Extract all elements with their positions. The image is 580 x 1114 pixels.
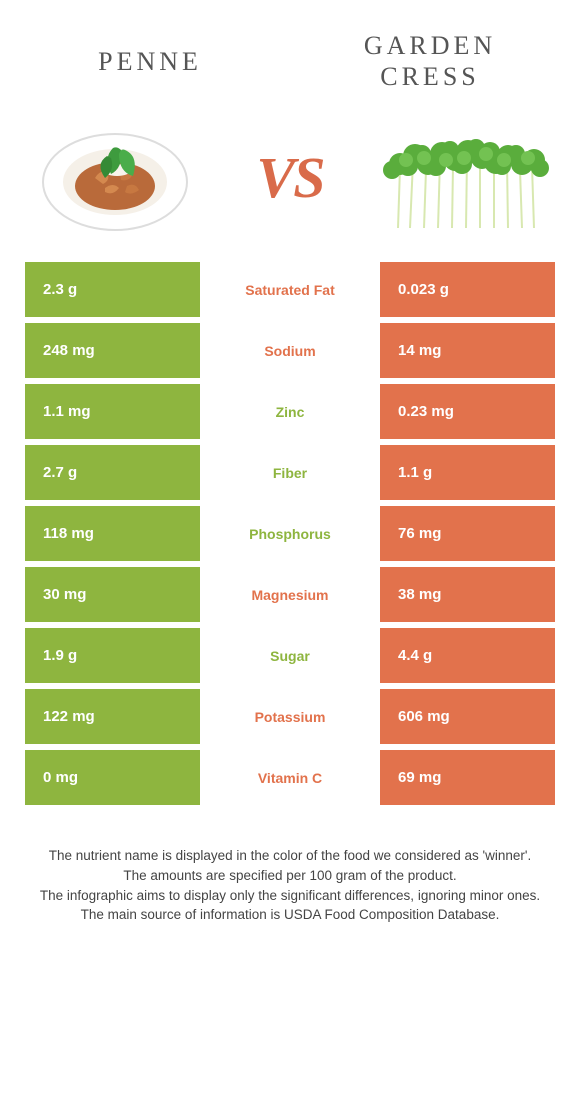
nutrient-row: 2.3 gSaturated Fat0.023 g (25, 262, 555, 317)
nutrient-label: Sodium (200, 323, 380, 378)
footer-line: The infographic aims to display only the… (20, 886, 560, 906)
right-value: 0.23 mg (380, 384, 555, 439)
nutrient-row: 122 mgPotassium606 mg (25, 689, 555, 744)
right-value: 0.023 g (380, 262, 555, 317)
hero-row: VS (0, 107, 580, 262)
nutrient-label: Saturated Fat (200, 262, 380, 317)
right-value: 606 mg (380, 689, 555, 744)
nutrient-row: 2.7 gFiber1.1 g (25, 445, 555, 500)
nutrient-label: Vitamin C (200, 750, 380, 805)
title-left: Penne (50, 46, 250, 77)
left-value: 248 mg (25, 323, 200, 378)
right-value: 38 mg (380, 567, 555, 622)
nutrient-row: 1.1 mgZinc0.23 mg (25, 384, 555, 439)
nutrient-row: 118 mgPhosphorus76 mg (25, 506, 555, 561)
footer-line: The nutrient name is displayed in the co… (20, 846, 560, 866)
right-value: 1.1 g (380, 445, 555, 500)
left-value: 0 mg (25, 750, 200, 805)
nutrient-label: Magnesium (200, 567, 380, 622)
nutrient-label: Potassium (200, 689, 380, 744)
nutrient-label: Sugar (200, 628, 380, 683)
left-value: 122 mg (25, 689, 200, 744)
left-value: 2.3 g (25, 262, 200, 317)
right-value: 14 mg (380, 323, 555, 378)
vs-label: VS (257, 144, 324, 211)
cress-image (380, 117, 550, 237)
nutrient-label: Zinc (200, 384, 380, 439)
footer-line: The amounts are specified per 100 gram o… (20, 866, 560, 886)
comparison-header: Penne Garden cress (0, 0, 580, 107)
nutrient-table: 2.3 gSaturated Fat0.023 g 248 mgSodium14 … (0, 262, 580, 805)
left-value: 1.9 g (25, 628, 200, 683)
right-value: 76 mg (380, 506, 555, 561)
nutrient-row: 0 mgVitamin C69 mg (25, 750, 555, 805)
title-right: Garden cress (330, 30, 530, 92)
penne-image (30, 117, 200, 237)
right-value: 69 mg (380, 750, 555, 805)
footer-notes: The nutrient name is displayed in the co… (0, 811, 580, 924)
nutrient-label: Fiber (200, 445, 380, 500)
footer-line: The main source of information is USDA F… (20, 905, 560, 925)
nutrient-row: 248 mgSodium14 mg (25, 323, 555, 378)
right-value: 4.4 g (380, 628, 555, 683)
left-value: 118 mg (25, 506, 200, 561)
nutrient-row: 1.9 gSugar4.4 g (25, 628, 555, 683)
nutrient-label: Phosphorus (200, 506, 380, 561)
left-value: 30 mg (25, 567, 200, 622)
left-value: 1.1 mg (25, 384, 200, 439)
left-value: 2.7 g (25, 445, 200, 500)
nutrient-row: 30 mgMagnesium38 mg (25, 567, 555, 622)
